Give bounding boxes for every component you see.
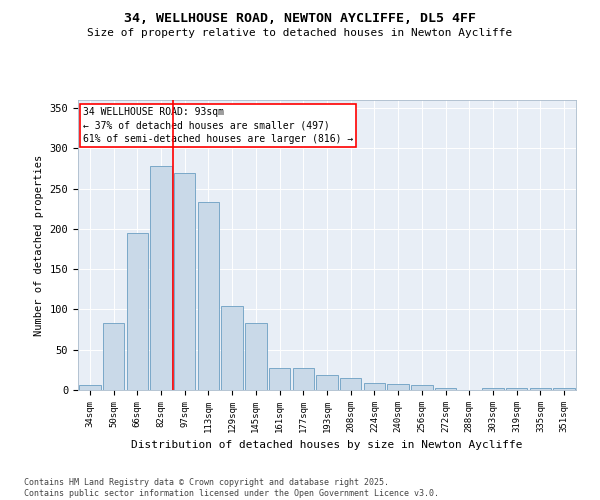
- Bar: [269, 368, 290, 390]
- Bar: [174, 172, 196, 390]
- Bar: [364, 383, 385, 390]
- Text: Size of property relative to detached houses in Newton Aycliffe: Size of property relative to detached ho…: [88, 28, 512, 38]
- Bar: [530, 388, 551, 390]
- Bar: [482, 388, 503, 390]
- Bar: [221, 306, 243, 390]
- Bar: [151, 166, 172, 390]
- Text: Contains HM Land Registry data © Crown copyright and database right 2025.
Contai: Contains HM Land Registry data © Crown c…: [24, 478, 439, 498]
- Bar: [127, 233, 148, 390]
- Bar: [388, 384, 409, 390]
- Bar: [340, 378, 361, 390]
- Bar: [245, 323, 266, 390]
- Bar: [553, 388, 575, 390]
- Bar: [435, 388, 456, 390]
- Bar: [316, 374, 338, 390]
- Bar: [506, 388, 527, 390]
- X-axis label: Distribution of detached houses by size in Newton Aycliffe: Distribution of detached houses by size …: [131, 440, 523, 450]
- Bar: [103, 323, 124, 390]
- Text: 34 WELLHOUSE ROAD: 93sqm
← 37% of detached houses are smaller (497)
61% of semi-: 34 WELLHOUSE ROAD: 93sqm ← 37% of detach…: [83, 108, 353, 144]
- Y-axis label: Number of detached properties: Number of detached properties: [34, 154, 44, 336]
- Bar: [79, 385, 101, 390]
- Bar: [293, 368, 314, 390]
- Text: 34, WELLHOUSE ROAD, NEWTON AYCLIFFE, DL5 4FF: 34, WELLHOUSE ROAD, NEWTON AYCLIFFE, DL5…: [124, 12, 476, 26]
- Bar: [198, 202, 219, 390]
- Bar: [411, 385, 433, 390]
